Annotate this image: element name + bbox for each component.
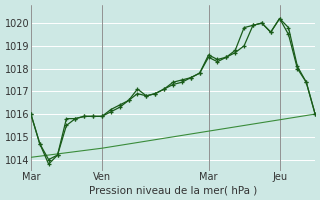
X-axis label: Pression niveau de la mer( hPa ): Pression niveau de la mer( hPa ) bbox=[89, 185, 257, 195]
